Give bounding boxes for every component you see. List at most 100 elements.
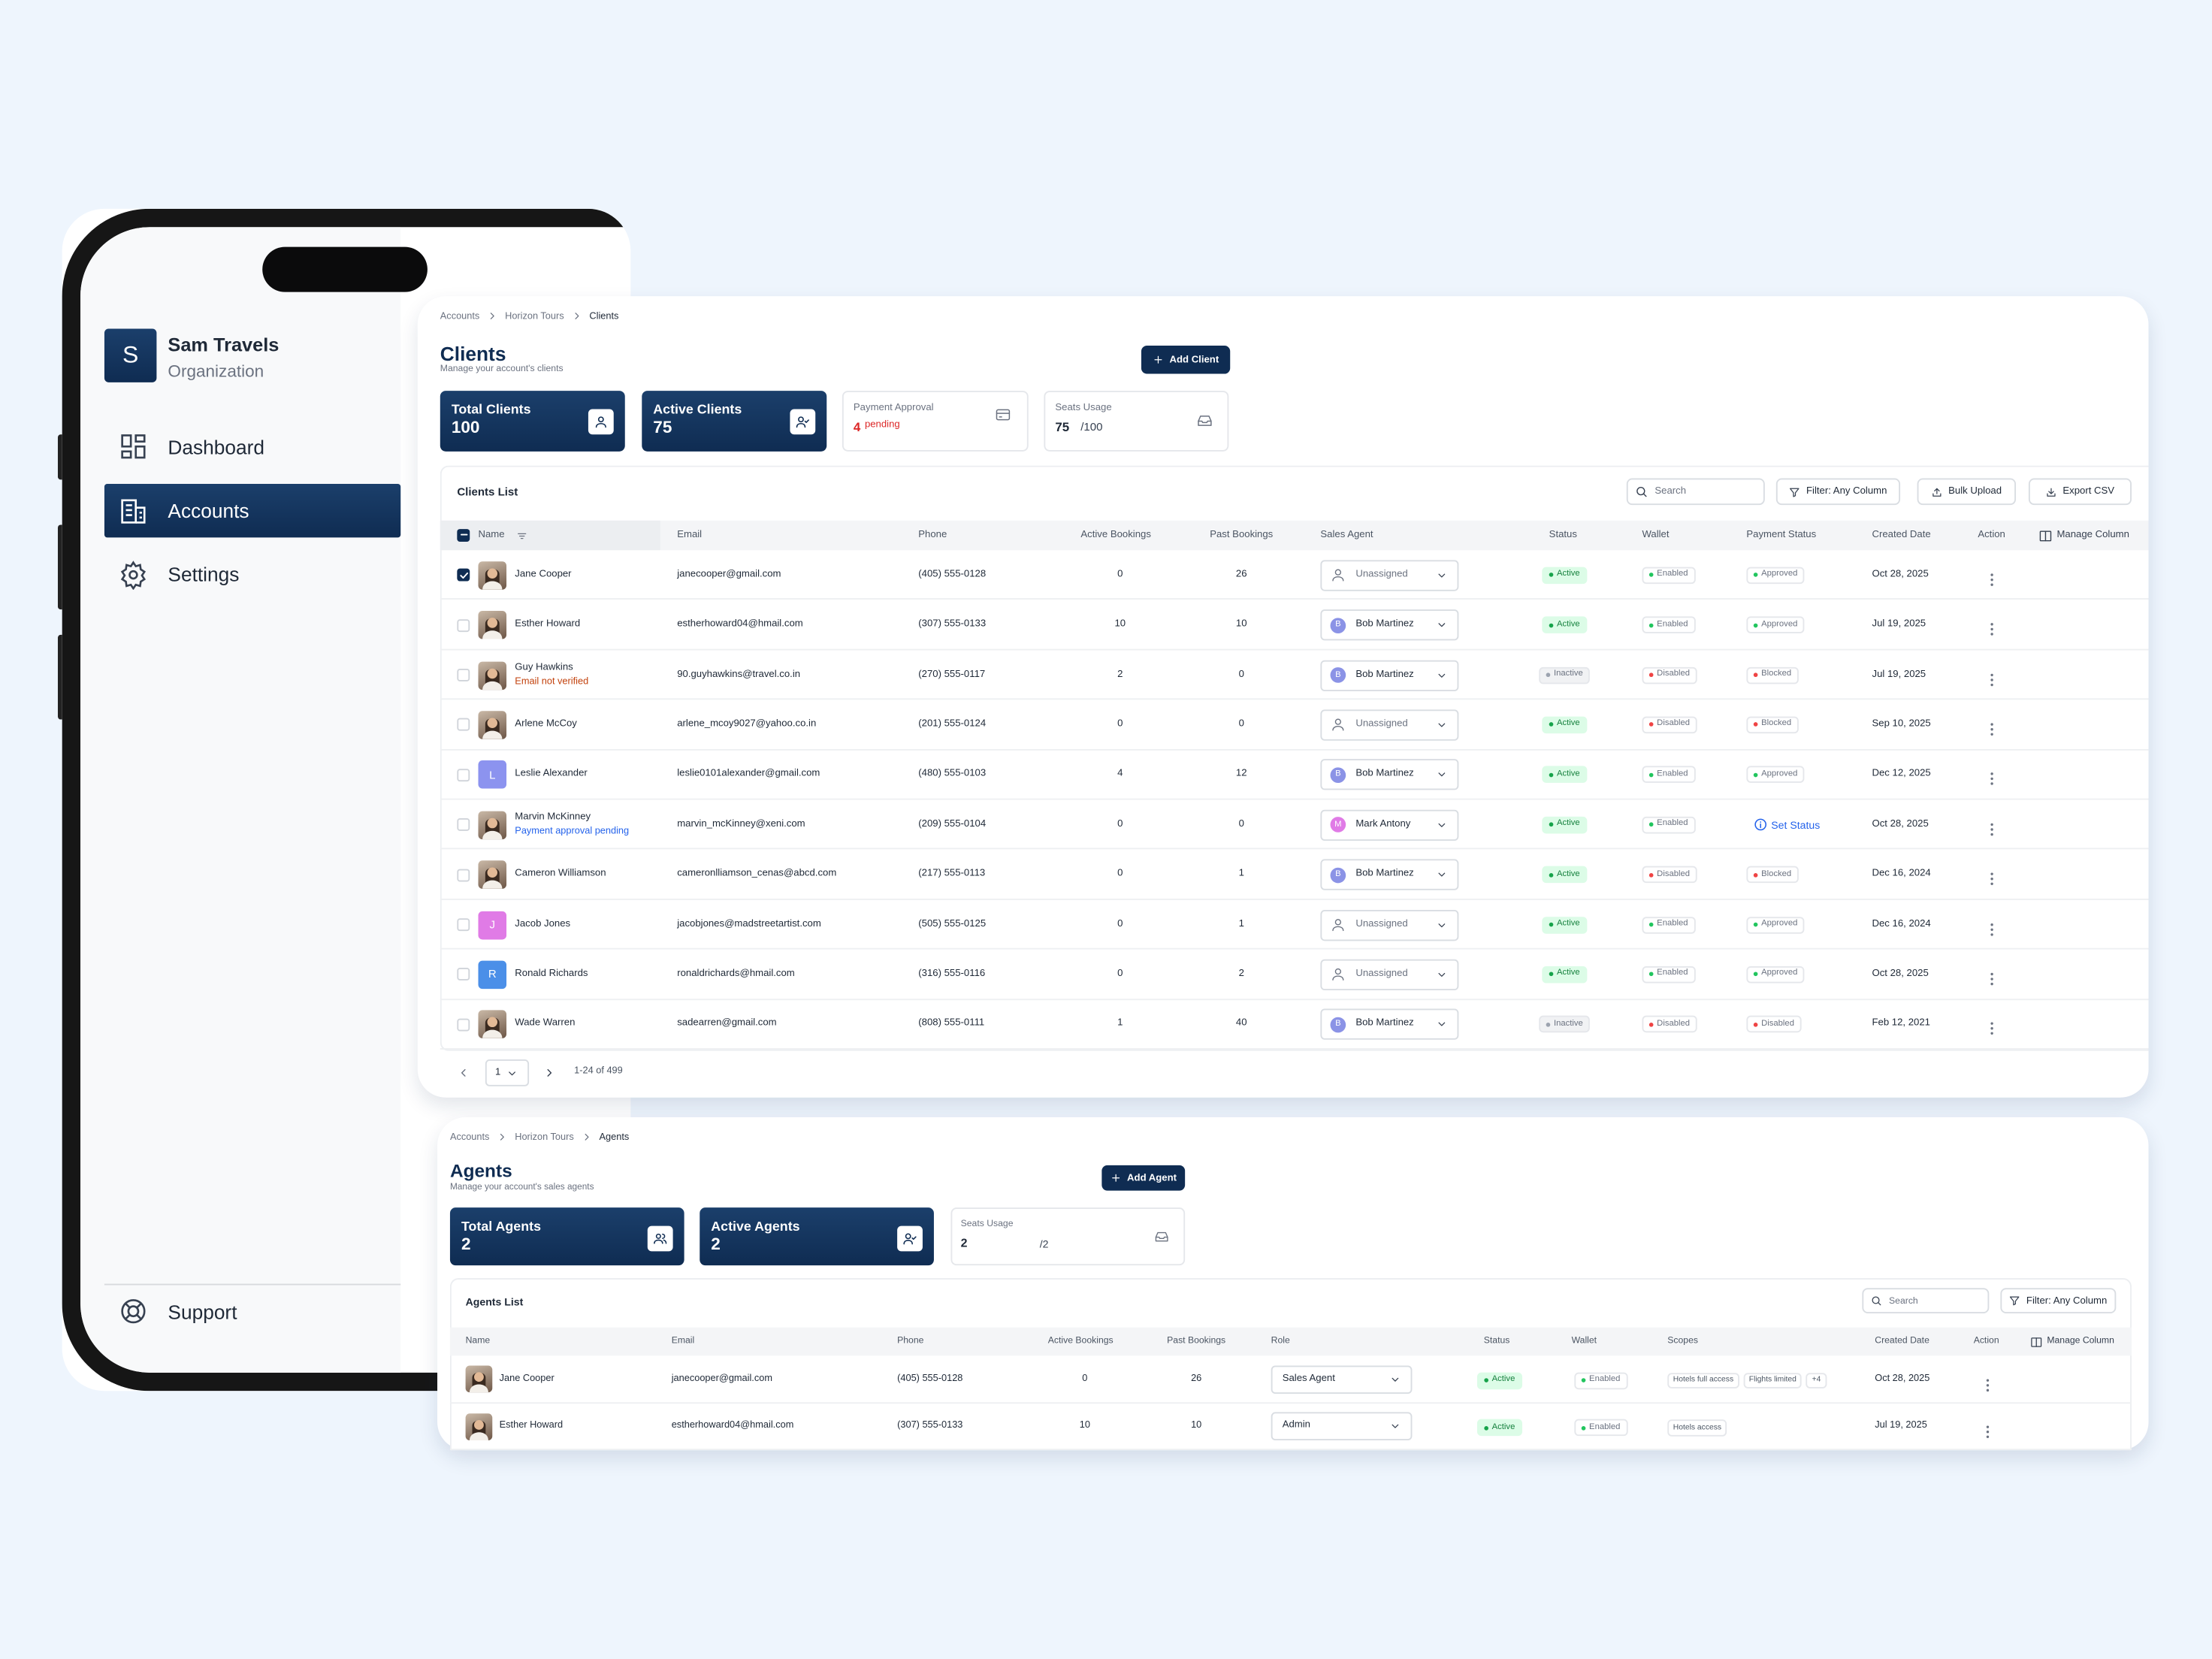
- status-badge: Blocked: [1746, 866, 1799, 884]
- client-name: Esther Howard: [515, 619, 581, 630]
- search-input[interactable]: Search: [1626, 478, 1765, 506]
- page-select[interactable]: [485, 1059, 530, 1086]
- search-input[interactable]: Search: [1862, 1288, 1990, 1313]
- row-action[interactable]: [1987, 817, 1998, 836]
- stat-icon: [796, 414, 810, 428]
- breadcrumb-item[interactable]: Horizon Tours: [505, 311, 564, 322]
- created-date: Jul 19, 2025: [1875, 1420, 1927, 1431]
- row-action[interactable]: [1987, 618, 1998, 636]
- row-action[interactable]: [1987, 718, 1998, 736]
- select-value: Bob Martinez: [1355, 669, 1414, 679]
- row-checkbox[interactable]: [457, 868, 470, 881]
- badge-icon: [1754, 817, 1768, 832]
- select-chevron-svg: [1438, 672, 1446, 677]
- phone-button: [57, 434, 65, 480]
- select[interactable]: [1320, 959, 1459, 990]
- select-value: Mark Antony: [1355, 818, 1411, 830]
- avatar: [478, 1010, 507, 1039]
- select[interactable]: [1271, 1412, 1413, 1440]
- status-dot: [1648, 1022, 1654, 1027]
- row-action[interactable]: [1987, 868, 1998, 886]
- status-text: Blocked: [1761, 720, 1792, 729]
- button[interactable]: Add Client: [1141, 346, 1231, 374]
- breadcrumb-item[interactable]: Horizon Tours: [515, 1132, 574, 1142]
- sidebar: [80, 227, 401, 1373]
- button-icon-svg: [1154, 355, 1162, 364]
- button[interactable]: Filter: Any Column: [1775, 478, 1901, 506]
- row-checkbox[interactable]: [457, 1018, 470, 1032]
- avatar-photo: [482, 618, 503, 639]
- button[interactable]: Bulk Upload: [1917, 478, 2017, 506]
- select[interactable]: [1320, 709, 1459, 741]
- select[interactable]: [1271, 1364, 1413, 1394]
- row-action[interactable]: [1987, 668, 1998, 686]
- select-chevron: [1436, 819, 1447, 830]
- kebab-icon: [1990, 1023, 1993, 1035]
- select[interactable]: [1320, 559, 1459, 591]
- button-icon-svg: [2010, 1296, 2020, 1306]
- agent-avatar: B: [1330, 866, 1346, 883]
- unassigned-icon-svg: [1332, 569, 1344, 582]
- row-checkbox[interactable]: [457, 918, 470, 932]
- row-checkbox[interactable]: [457, 768, 470, 781]
- row-checkbox[interactable]: [457, 818, 470, 832]
- client-name: Leslie Alexander: [515, 769, 588, 779]
- status-text: Inactive: [1553, 1019, 1583, 1029]
- breadcrumb-item[interactable]: Accounts: [449, 1132, 490, 1142]
- client-note: Email not verified: [515, 677, 589, 687]
- nav-item[interactable]: [104, 547, 400, 600]
- table-row: [449, 1403, 2132, 1451]
- page-chevron-svg: [509, 1071, 515, 1075]
- avatar-photo: [482, 718, 503, 739]
- support-item[interactable]: [104, 1291, 400, 1333]
- button[interactable]: Export CSV: [2028, 478, 2132, 506]
- row-checkbox[interactable]: [457, 968, 470, 981]
- row-action[interactable]: [1987, 568, 1998, 586]
- scope-chip: Flights limited: [1743, 1372, 1803, 1389]
- badge-icon-svg: [1754, 818, 1767, 831]
- status-badge: Active: [1542, 965, 1588, 984]
- nav-label: Settings: [168, 563, 240, 586]
- select[interactable]: [1320, 809, 1459, 841]
- select[interactable]: [1320, 909, 1459, 941]
- avatar-initial: R: [488, 968, 497, 981]
- status-dot: [1549, 822, 1554, 827]
- row-action[interactable]: [1987, 1017, 1998, 1035]
- status-dot: [1753, 723, 1758, 727]
- row-action[interactable]: [1987, 768, 1998, 786]
- stat-icon: [1154, 1228, 1170, 1243]
- stat-label: Seats Usage: [1055, 402, 1112, 412]
- search-icon-svg: [1636, 486, 1647, 497]
- button[interactable]: Filter: Any Column: [2000, 1288, 2117, 1313]
- avatar: [465, 1365, 493, 1393]
- row-action[interactable]: [1987, 917, 1998, 935]
- status-text: Active: [1557, 769, 1580, 778]
- nav-item-active[interactable]: [104, 484, 401, 538]
- row-action[interactable]: [1982, 1421, 1993, 1438]
- status-badge: Active: [1476, 1419, 1522, 1437]
- status-badge: Disabled: [1642, 716, 1697, 734]
- row-checkbox[interactable]: [457, 668, 470, 681]
- breadcrumb-separator-svg: [500, 1133, 504, 1141]
- status-badge: Active: [1542, 716, 1588, 734]
- row-checkbox[interactable]: [457, 618, 470, 632]
- select-value: Bob Martinez: [1355, 769, 1414, 779]
- kebab-icon: [1990, 623, 1993, 636]
- stat-label: Active Clients: [653, 401, 742, 418]
- select-chevron: [1389, 1373, 1401, 1385]
- status-dot: [1546, 672, 1551, 678]
- stat-label: Payment Approval: [853, 402, 934, 412]
- row-action[interactable]: [1982, 1373, 1993, 1392]
- created-date: Oct 28, 2025: [1875, 1373, 1930, 1383]
- breadcrumb-item[interactable]: Accounts: [440, 311, 480, 322]
- row-action[interactable]: [1987, 968, 1998, 986]
- button[interactable]: Add Agent: [1101, 1165, 1186, 1191]
- unassigned-icon-svg: [1332, 919, 1344, 932]
- stat-value: 4: [853, 419, 861, 434]
- avatar: L: [478, 760, 507, 790]
- status-text: Enabled: [1657, 769, 1688, 778]
- row-checkbox[interactable]: [457, 569, 470, 582]
- unassigned-icon: [1331, 718, 1346, 733]
- row-checkbox[interactable]: [457, 718, 470, 732]
